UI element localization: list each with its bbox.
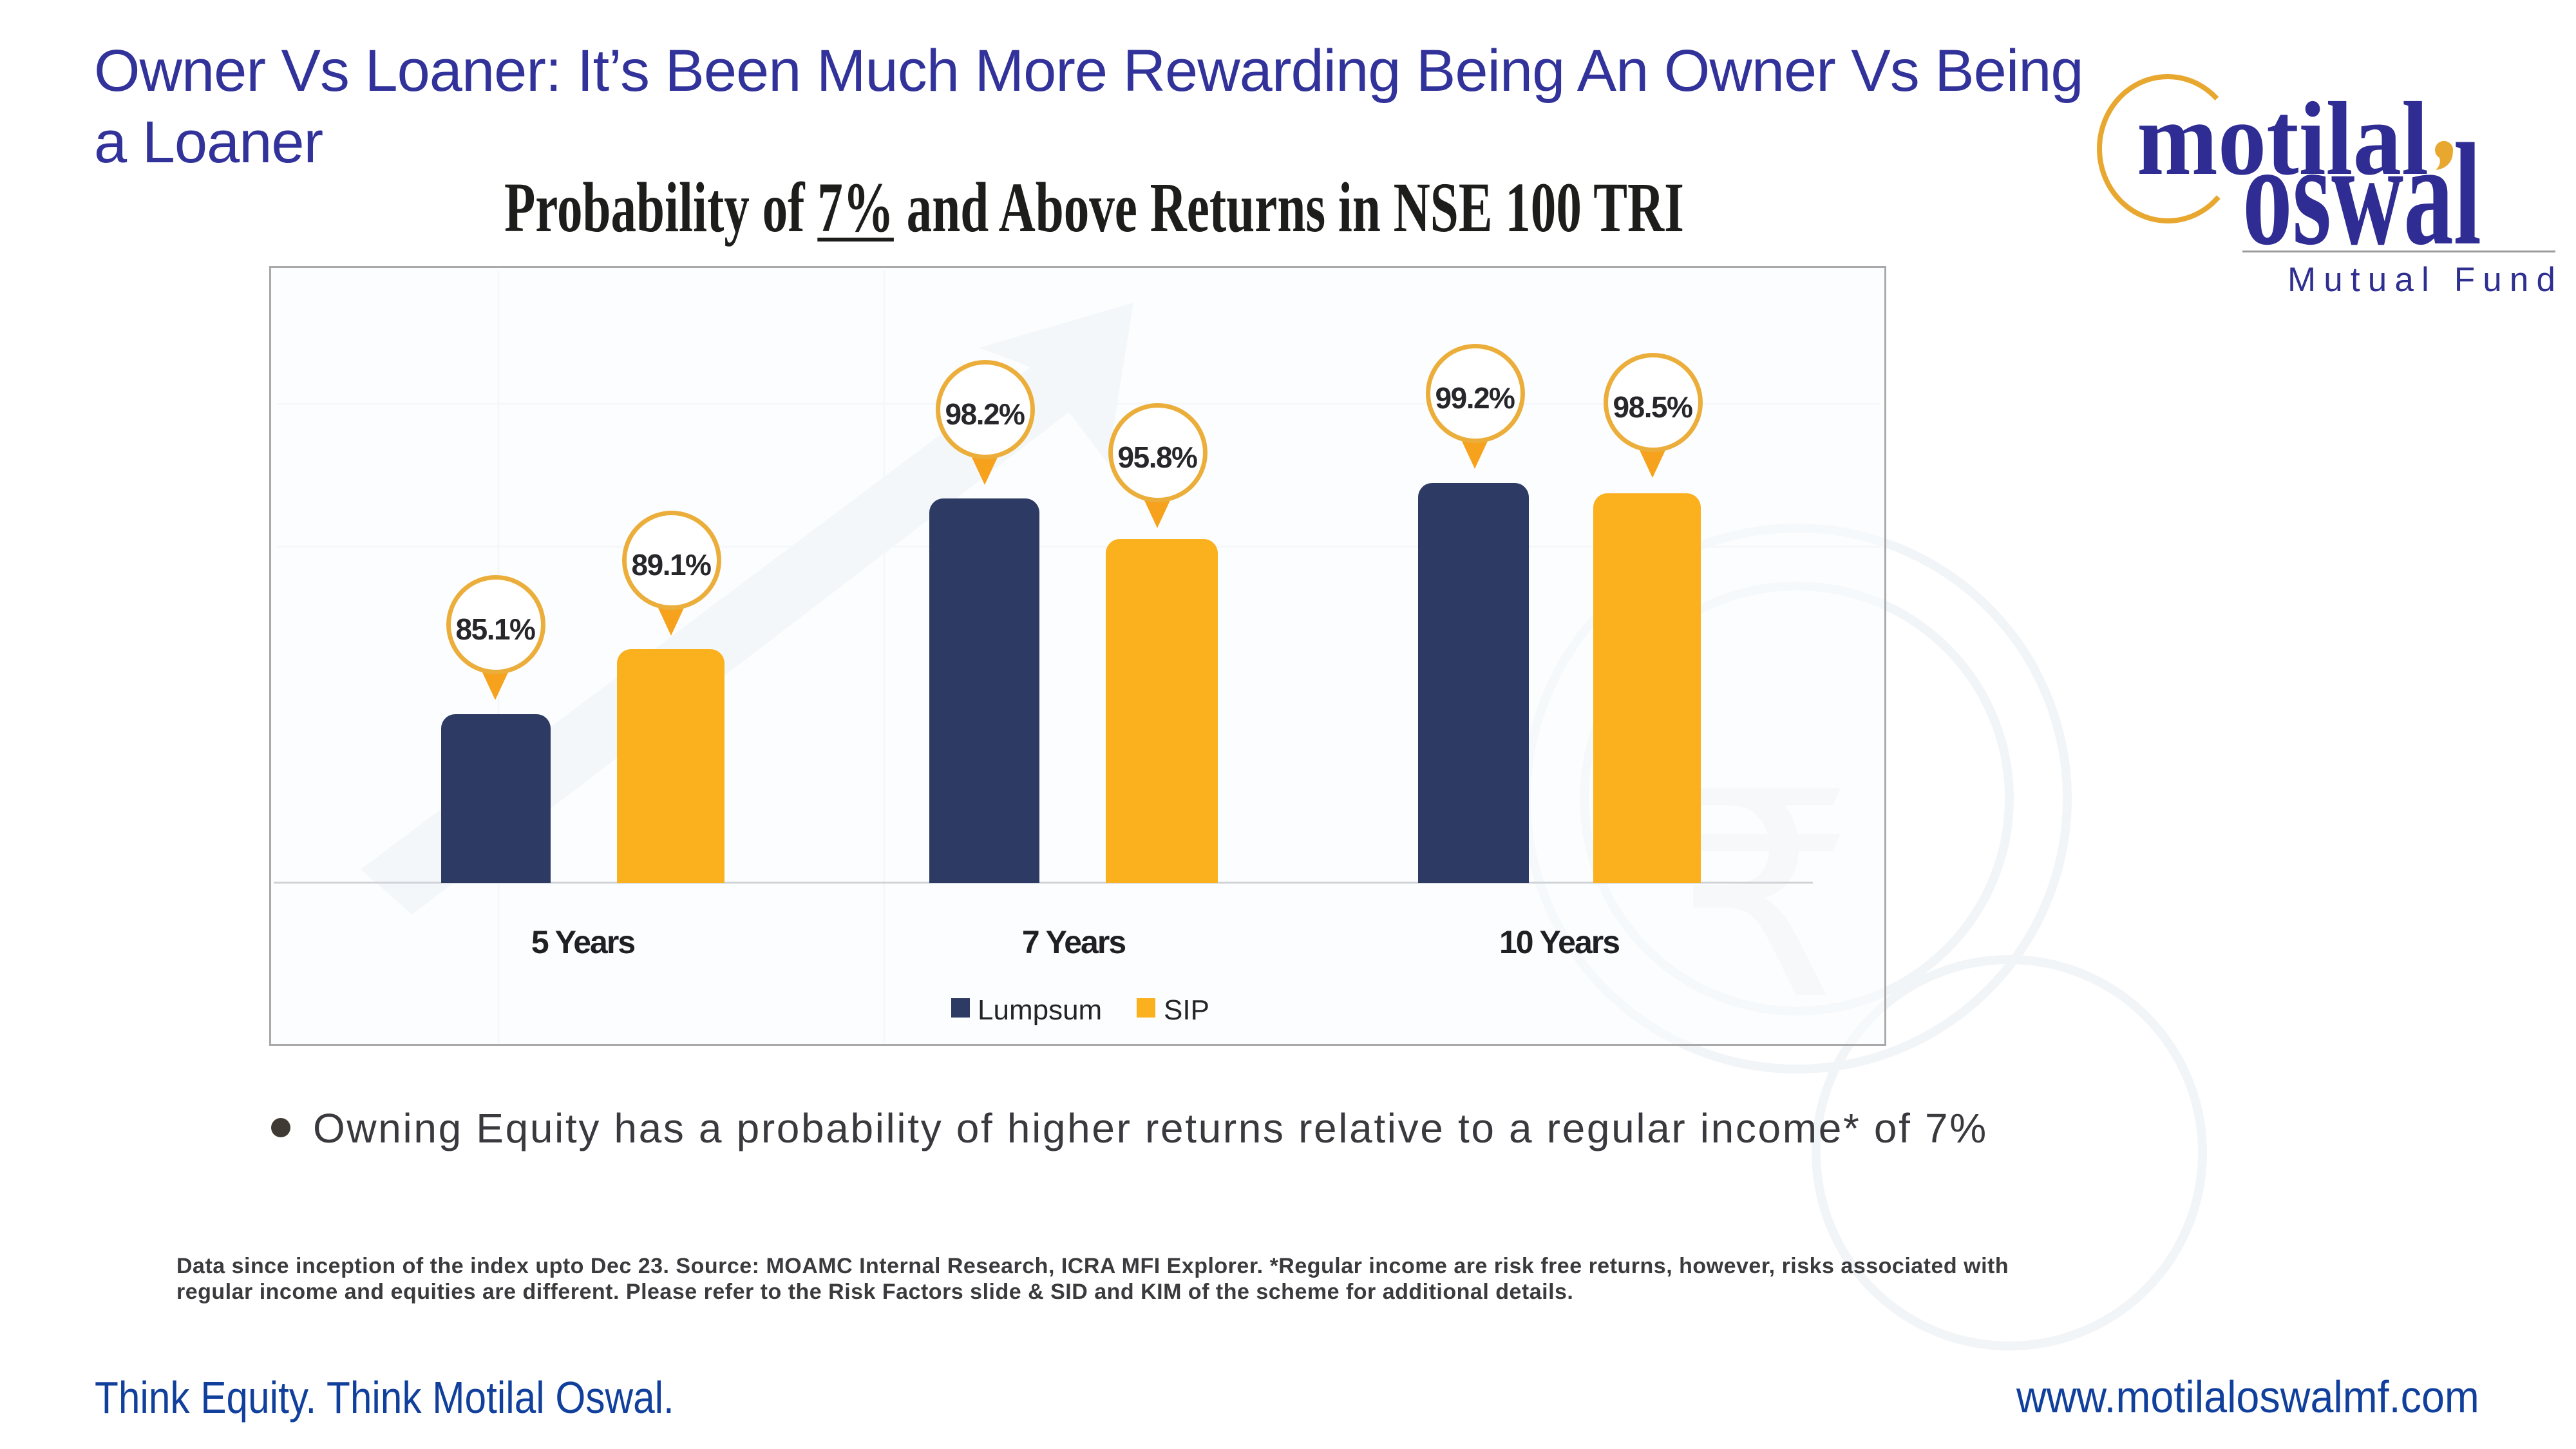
svg-text:oswal: oswal — [2242, 114, 2481, 276]
svg-text:motilal: motilal — [2137, 81, 2429, 197]
svg-text:Mutual Fund: Mutual Fund — [2287, 261, 2555, 299]
